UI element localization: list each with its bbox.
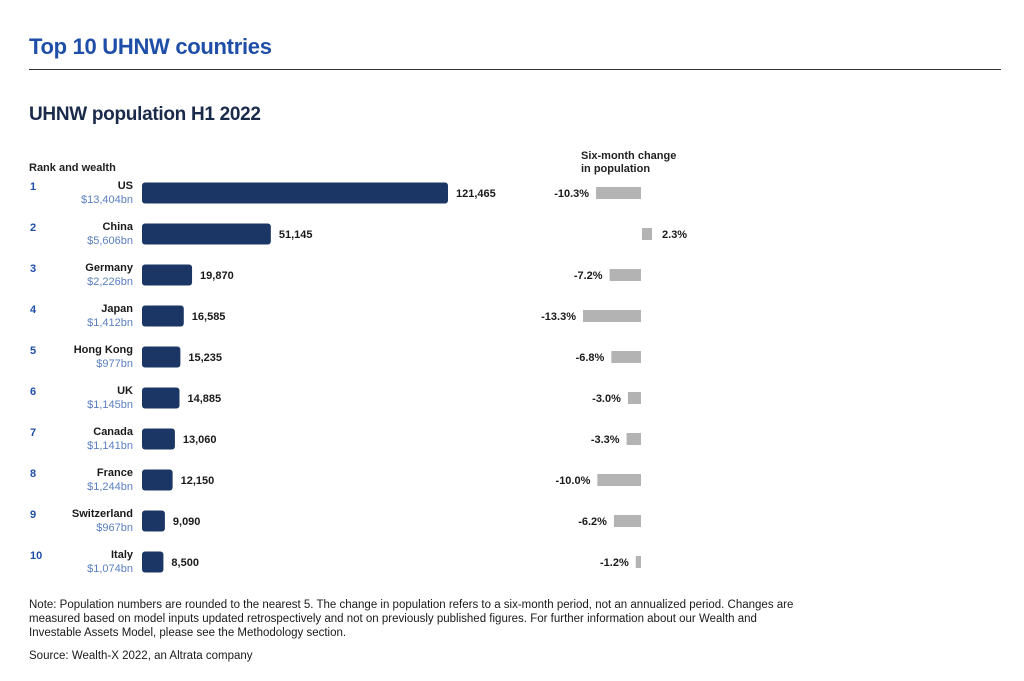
change-value-switzerland: -6.2%: [578, 516, 607, 528]
change-bar-switzerland: [613, 515, 641, 527]
change-value-japan: -13.3%: [541, 311, 576, 323]
wealth-label-switzerland: $967bn: [96, 522, 133, 534]
change-value-italy: -1.2%: [600, 557, 629, 569]
wealth-label-japan: $1,412bn: [87, 317, 133, 329]
wealth-label-china: $5,606bn: [87, 235, 133, 247]
change-value-uk: -3.0%: [592, 393, 621, 405]
population-value-italy: 8,500: [171, 557, 199, 569]
population-value-germany: 19,870: [200, 270, 234, 282]
population-bar-hong-kong: [142, 346, 181, 368]
country-label-us: US: [118, 180, 133, 192]
change-value-france: -10.0%: [556, 475, 591, 487]
population-bar-france: [142, 469, 173, 491]
population-bar-japan: [142, 305, 184, 327]
wealth-label-canada: $1,141bn: [87, 440, 133, 452]
change-bar-germany: [609, 269, 641, 281]
change-header-line1: Six-month change: [581, 150, 677, 162]
rank-label-switzerland: 9: [30, 509, 36, 521]
rank-wealth-header: Rank and wealth: [29, 162, 116, 174]
population-bar-italy: [142, 551, 164, 573]
population-value-uk: 14,885: [187, 393, 221, 405]
wealth-label-france: $1,244bn: [87, 481, 133, 493]
rank-label-uk: 6: [30, 386, 36, 398]
population-value-canada: 13,060: [183, 434, 217, 446]
population-value-switzerland: 9,090: [173, 516, 201, 528]
country-label-canada: Canada: [93, 426, 134, 438]
change-value-us: -10.3%: [554, 188, 589, 200]
population-bar-germany: [142, 264, 193, 286]
population-bar-uk: [142, 387, 180, 409]
change-value-china: 2.3%: [662, 229, 687, 241]
rank-label-japan: 4: [30, 304, 37, 316]
population-bar-china: [142, 223, 271, 245]
country-label-hong-kong: Hong Kong: [74, 344, 133, 356]
change-bar-italy: [635, 556, 641, 568]
source-line: Source: Wealth-X 2022, an Altrata compan…: [29, 650, 253, 662]
rank-label-germany: 3: [30, 263, 36, 275]
population-bar-us: [142, 182, 448, 204]
rank-label-italy: 10: [30, 550, 42, 562]
change-bar-japan: [583, 310, 641, 322]
change-bar-us: [596, 187, 641, 199]
population-value-france: 12,150: [181, 475, 215, 487]
change-bar-hong-kong: [611, 351, 641, 363]
population-value-us: 121,465: [456, 188, 496, 200]
rank-label-france: 8: [30, 468, 36, 480]
population-value-china: 51,145: [279, 229, 313, 241]
change-bar-canada: [626, 433, 641, 445]
change-bar-china: [642, 228, 653, 240]
chart-subtitle: UHNW population H1 2022: [29, 104, 261, 125]
wealth-label-us: $13,404bn: [81, 194, 133, 206]
country-label-france: France: [97, 467, 133, 479]
change-value-canada: -3.3%: [591, 434, 620, 446]
title-divider: [29, 69, 1001, 70]
change-bar-uk: [627, 392, 641, 404]
country-label-uk: UK: [117, 385, 133, 397]
rank-label-us: 1: [30, 181, 36, 193]
rank-label-hong-kong: 5: [30, 345, 36, 357]
wealth-label-hong-kong: $977bn: [96, 358, 133, 370]
change-value-hong-kong: -6.8%: [576, 352, 605, 364]
country-label-italy: Italy: [111, 549, 134, 561]
change-header-line2: in population: [581, 163, 651, 175]
rank-label-canada: 7: [30, 427, 36, 439]
page-title: Top 10 UHNW countries: [29, 34, 272, 59]
country-label-japan: Japan: [101, 303, 133, 315]
population-bar-canada: [142, 428, 175, 450]
population-value-japan: 16,585: [192, 311, 226, 323]
wealth-label-uk: $1,145bn: [87, 399, 133, 411]
change-value-germany: -7.2%: [574, 270, 603, 282]
population-value-hong-kong: 15,235: [188, 352, 222, 364]
country-label-germany: Germany: [85, 262, 134, 274]
change-header: Six-month change in population: [581, 150, 721, 176]
wealth-label-germany: $2,226bn: [87, 276, 133, 288]
rank-label-china: 2: [30, 222, 36, 234]
footnote: Note: Population numbers are rounded to …: [29, 599, 794, 639]
country-label-china: China: [102, 221, 133, 233]
change-bar-france: [597, 474, 641, 486]
country-label-switzerland: Switzerland: [72, 508, 133, 520]
population-bar-switzerland: [142, 510, 165, 532]
wealth-label-italy: $1,074bn: [87, 563, 133, 575]
